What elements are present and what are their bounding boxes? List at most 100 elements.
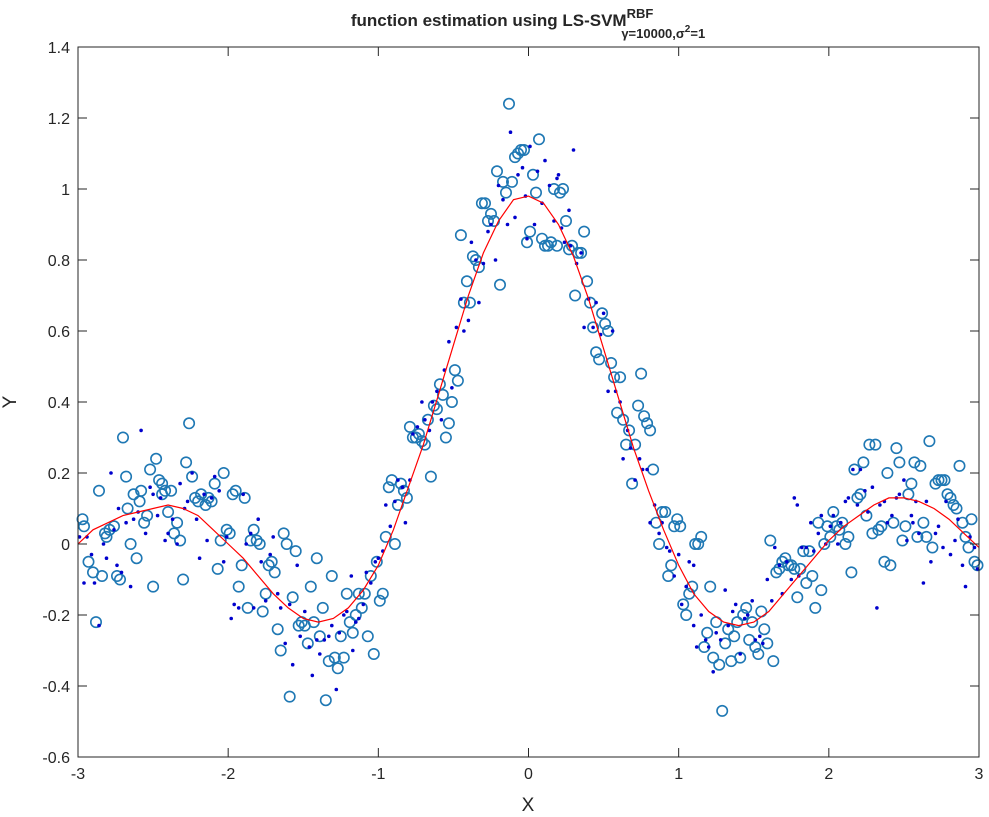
sample-dot-35 [212, 474, 217, 479]
training-point-circle-285 [944, 491, 957, 504]
sample-dot-62 [318, 652, 322, 656]
sample-dot-149 [657, 531, 661, 536]
training-point-circle-38 [202, 491, 215, 504]
sample-dot-163 [711, 670, 715, 674]
sample-dot-225 [953, 538, 957, 543]
training-point-circle-219 [746, 616, 759, 629]
sample-dot-231 [975, 567, 980, 571]
training-point-circle-223 [758, 623, 771, 636]
training-point-circle-281 [932, 474, 945, 487]
x-axis: -3 -2 -1 0 1 2 3 [71, 47, 984, 783]
sample-dot-196 [839, 520, 843, 525]
sample-dot-110 [505, 222, 510, 227]
training-point-circle-48 [232, 580, 245, 593]
training-point-circle-252 [845, 566, 858, 579]
sample-dot-66 [334, 687, 339, 692]
training-point-circle-119 [445, 395, 458, 408]
training-point-circle-154 [550, 239, 563, 252]
sample-dot-191 [819, 513, 824, 518]
training-point-circle-162 [575, 246, 588, 259]
training-point-circle-83 [337, 651, 350, 664]
sample-dot-9 [112, 528, 116, 532]
training-point-circle-82 [334, 630, 347, 643]
training-point-circle-140 [508, 151, 521, 164]
training-point-circle-76 [316, 601, 329, 614]
sample-dot-54 [287, 602, 292, 607]
sample-dot-111 [508, 130, 513, 134]
training-point-circle-145 [523, 225, 536, 238]
training-point-circle-34 [189, 491, 202, 504]
training-point-circle-28 [171, 516, 184, 529]
training-point-circle-273 [908, 456, 921, 469]
sample-dot-61 [315, 638, 319, 642]
training-point-circle-170 [599, 317, 612, 330]
sample-dot-21 [158, 496, 163, 500]
sample-dot-168 [730, 609, 735, 614]
sample-dot-0 [77, 535, 82, 539]
sample-dot-33 [205, 538, 209, 543]
sample-dot-99 [462, 329, 466, 333]
sample-dot-13 [128, 584, 133, 589]
sample-dot-89 [423, 418, 427, 422]
training-point-circle-155 [553, 186, 566, 199]
training-point-circle-137 [499, 186, 512, 199]
sample-dot-50 [271, 535, 276, 539]
training-point-circle-161 [572, 246, 585, 259]
training-point-circle-72 [304, 580, 317, 593]
training-point-circle-107 [409, 431, 422, 444]
training-point-circle-205 [704, 580, 717, 593]
sample-dot-186 [800, 545, 804, 550]
training-point-circle-292 [965, 513, 978, 526]
training-point-circle-80 [328, 651, 341, 664]
sample-dot-205 [875, 606, 879, 610]
y-tick-label-3: 0 [61, 537, 70, 554]
sample-dot-190 [816, 531, 821, 536]
training-point-circle-11 [117, 431, 130, 444]
sample-dot-83 [400, 485, 405, 490]
sample-dot-132 [591, 325, 595, 330]
sample-dot-160 [699, 613, 703, 617]
training-point-circle-220 [749, 640, 762, 653]
training-point-circle-221 [752, 647, 765, 660]
sample-dot-170 [738, 652, 742, 656]
training-point-circle-61 [271, 623, 284, 636]
training-point-circle-206 [707, 651, 720, 664]
training-point-circle-197 [680, 608, 693, 621]
sample-dot-173 [750, 599, 754, 603]
sample-dot-221 [936, 524, 941, 529]
training-point-circle-36 [195, 488, 208, 501]
training-point-circle-258 [863, 438, 876, 451]
training-point-circle-138 [502, 97, 515, 110]
training-point-circle-32 [183, 417, 196, 430]
training-point-circle-196 [677, 598, 690, 611]
sample-dot-147 [648, 520, 652, 525]
training-point-circle-21 [150, 452, 163, 465]
sample-dot-118 [535, 169, 540, 174]
y-tick-label-9: 1.2 [48, 111, 70, 128]
x-tick-label-5: 2 [824, 766, 833, 783]
sample-dot-129 [579, 251, 583, 255]
training-point-circle-153 [547, 183, 560, 196]
training-point-circle-225 [764, 534, 777, 547]
sample-dot-214 [909, 513, 914, 518]
sample-dot-162 [706, 645, 711, 649]
sample-dot-36 [217, 489, 221, 493]
sample-dot-194 [831, 513, 836, 518]
sample-dot-233 [351, 648, 355, 653]
sample-dot-3 [89, 552, 94, 557]
sample-dot-39 [229, 616, 233, 621]
sample-dot-113 [516, 173, 520, 177]
training-point-circle-260 [869, 438, 882, 451]
training-point-circle-168 [593, 353, 606, 366]
sample-dot-37 [221, 560, 226, 564]
sample-dot-31 [197, 556, 202, 560]
training-point-circle-193 [668, 520, 681, 533]
y-tick-label-6: 0.6 [48, 324, 70, 341]
sample-dot-209 [890, 513, 894, 518]
sample-dot-55 [290, 662, 295, 667]
training-point-circle-251 [842, 530, 855, 543]
training-point-circle-118 [442, 417, 455, 430]
sample-dot-81 [393, 499, 397, 504]
training-point-circle-286 [947, 498, 960, 511]
